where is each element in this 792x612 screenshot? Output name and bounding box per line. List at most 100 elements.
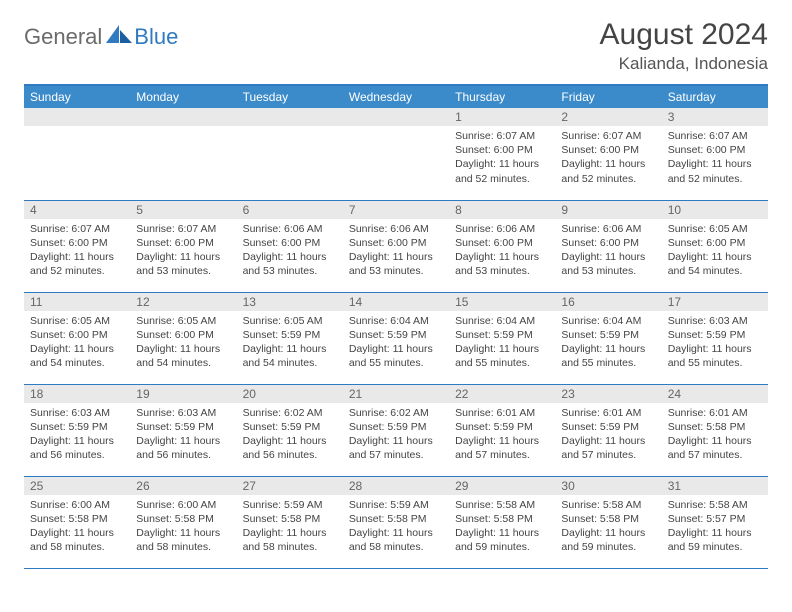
day-number: 31: [662, 477, 768, 495]
day-details: Sunrise: 6:04 AMSunset: 5:59 PMDaylight:…: [343, 311, 449, 375]
day-details: Sunrise: 6:01 AMSunset: 5:58 PMDaylight:…: [662, 403, 768, 467]
calendar-table: SundayMondayTuesdayWednesdayThursdayFrid…: [24, 84, 768, 569]
day-details: Sunrise: 6:02 AMSunset: 5:59 PMDaylight:…: [237, 403, 343, 467]
day-details: Sunrise: 6:05 AMSunset: 6:00 PMDaylight:…: [662, 219, 768, 283]
weekday-header: Wednesday: [343, 85, 449, 108]
calendar-row: 18Sunrise: 6:03 AMSunset: 5:59 PMDayligh…: [24, 384, 768, 476]
day-number: 27: [237, 477, 343, 495]
calendar-cell: 25Sunrise: 6:00 AMSunset: 5:58 PMDayligh…: [24, 476, 130, 568]
day-details: Sunrise: 6:01 AMSunset: 5:59 PMDaylight:…: [555, 403, 661, 467]
day-details: Sunrise: 6:06 AMSunset: 6:00 PMDaylight:…: [343, 219, 449, 283]
day-details: Sunrise: 6:07 AMSunset: 6:00 PMDaylight:…: [449, 126, 555, 190]
day-number: 6: [237, 201, 343, 219]
day-details: Sunrise: 5:59 AMSunset: 5:58 PMDaylight:…: [343, 495, 449, 559]
day-details: Sunrise: 6:02 AMSunset: 5:59 PMDaylight:…: [343, 403, 449, 467]
page-title: August 2024: [600, 18, 768, 52]
day-number: 12: [130, 293, 236, 311]
calendar-cell: 8Sunrise: 6:06 AMSunset: 6:00 PMDaylight…: [449, 200, 555, 292]
calendar-cell: [24, 108, 130, 200]
day-details: Sunrise: 6:05 AMSunset: 6:00 PMDaylight:…: [130, 311, 236, 375]
weekday-header: Friday: [555, 85, 661, 108]
day-details: Sunrise: 6:06 AMSunset: 6:00 PMDaylight:…: [237, 219, 343, 283]
day-details: Sunrise: 6:00 AMSunset: 5:58 PMDaylight:…: [24, 495, 130, 559]
day-number: 28: [343, 477, 449, 495]
calendar-cell: 13Sunrise: 6:05 AMSunset: 5:59 PMDayligh…: [237, 292, 343, 384]
calendar-row: 11Sunrise: 6:05 AMSunset: 6:00 PMDayligh…: [24, 292, 768, 384]
location-label: Kalianda, Indonesia: [600, 54, 768, 74]
calendar-cell: 20Sunrise: 6:02 AMSunset: 5:59 PMDayligh…: [237, 384, 343, 476]
day-number: 7: [343, 201, 449, 219]
calendar-cell: [130, 108, 236, 200]
calendar-cell: 23Sunrise: 6:01 AMSunset: 5:59 PMDayligh…: [555, 384, 661, 476]
day-number: 4: [24, 201, 130, 219]
calendar-cell: 27Sunrise: 5:59 AMSunset: 5:58 PMDayligh…: [237, 476, 343, 568]
weekday-header-row: SundayMondayTuesdayWednesdayThursdayFrid…: [24, 85, 768, 108]
calendar-cell: 29Sunrise: 5:58 AMSunset: 5:58 PMDayligh…: [449, 476, 555, 568]
day-number: 29: [449, 477, 555, 495]
calendar-cell: 31Sunrise: 5:58 AMSunset: 5:57 PMDayligh…: [662, 476, 768, 568]
day-details: Sunrise: 6:05 AMSunset: 6:00 PMDaylight:…: [24, 311, 130, 375]
calendar-cell: 1Sunrise: 6:07 AMSunset: 6:00 PMDaylight…: [449, 108, 555, 200]
weekday-header: Thursday: [449, 85, 555, 108]
day-number: 5: [130, 201, 236, 219]
day-details: Sunrise: 5:59 AMSunset: 5:58 PMDaylight:…: [237, 495, 343, 559]
calendar-cell: 5Sunrise: 6:07 AMSunset: 6:00 PMDaylight…: [130, 200, 236, 292]
day-number: 11: [24, 293, 130, 311]
weekday-header: Tuesday: [237, 85, 343, 108]
calendar-cell: 18Sunrise: 6:03 AMSunset: 5:59 PMDayligh…: [24, 384, 130, 476]
day-number: 24: [662, 385, 768, 403]
calendar-cell: 19Sunrise: 6:03 AMSunset: 5:59 PMDayligh…: [130, 384, 236, 476]
day-details: Sunrise: 6:07 AMSunset: 6:00 PMDaylight:…: [662, 126, 768, 190]
title-block: August 2024 Kalianda, Indonesia: [600, 18, 768, 74]
day-number: 30: [555, 477, 661, 495]
calendar-cell: 30Sunrise: 5:58 AMSunset: 5:58 PMDayligh…: [555, 476, 661, 568]
day-details: Sunrise: 6:03 AMSunset: 5:59 PMDaylight:…: [662, 311, 768, 375]
logo-text-general: General: [24, 24, 102, 50]
day-details: Sunrise: 5:58 AMSunset: 5:57 PMDaylight:…: [662, 495, 768, 559]
calendar-row: 1Sunrise: 6:07 AMSunset: 6:00 PMDaylight…: [24, 108, 768, 200]
logo: General Blue: [24, 24, 178, 50]
day-number: 14: [343, 293, 449, 311]
day-number: 8: [449, 201, 555, 219]
day-details: Sunrise: 6:07 AMSunset: 6:00 PMDaylight:…: [130, 219, 236, 283]
day-number: 22: [449, 385, 555, 403]
calendar-cell: [237, 108, 343, 200]
calendar-cell: 28Sunrise: 5:59 AMSunset: 5:58 PMDayligh…: [343, 476, 449, 568]
day-number-empty: [130, 108, 236, 126]
calendar-cell: 3Sunrise: 6:07 AMSunset: 6:00 PMDaylight…: [662, 108, 768, 200]
calendar-cell: 15Sunrise: 6:04 AMSunset: 5:59 PMDayligh…: [449, 292, 555, 384]
calendar-cell: [343, 108, 449, 200]
weekday-header: Saturday: [662, 85, 768, 108]
day-number: 20: [237, 385, 343, 403]
calendar-cell: 9Sunrise: 6:06 AMSunset: 6:00 PMDaylight…: [555, 200, 661, 292]
day-number: 16: [555, 293, 661, 311]
day-number: 23: [555, 385, 661, 403]
day-details: Sunrise: 6:07 AMSunset: 6:00 PMDaylight:…: [555, 126, 661, 190]
day-details: Sunrise: 6:06 AMSunset: 6:00 PMDaylight:…: [449, 219, 555, 283]
calendar-cell: 6Sunrise: 6:06 AMSunset: 6:00 PMDaylight…: [237, 200, 343, 292]
calendar-cell: 24Sunrise: 6:01 AMSunset: 5:58 PMDayligh…: [662, 384, 768, 476]
day-number: 9: [555, 201, 661, 219]
calendar-cell: 11Sunrise: 6:05 AMSunset: 6:00 PMDayligh…: [24, 292, 130, 384]
calendar-cell: 14Sunrise: 6:04 AMSunset: 5:59 PMDayligh…: [343, 292, 449, 384]
day-details: Sunrise: 5:58 AMSunset: 5:58 PMDaylight:…: [555, 495, 661, 559]
day-number-empty: [24, 108, 130, 126]
day-number: 2: [555, 108, 661, 126]
header: General Blue August 2024 Kalianda, Indon…: [24, 18, 768, 74]
day-number: 1: [449, 108, 555, 126]
day-details: Sunrise: 6:04 AMSunset: 5:59 PMDaylight:…: [449, 311, 555, 375]
day-details: Sunrise: 6:06 AMSunset: 6:00 PMDaylight:…: [555, 219, 661, 283]
day-details: Sunrise: 6:04 AMSunset: 5:59 PMDaylight:…: [555, 311, 661, 375]
day-number: 19: [130, 385, 236, 403]
day-number-empty: [343, 108, 449, 126]
calendar-cell: 4Sunrise: 6:07 AMSunset: 6:00 PMDaylight…: [24, 200, 130, 292]
day-details: Sunrise: 6:01 AMSunset: 5:59 PMDaylight:…: [449, 403, 555, 467]
weekday-header: Monday: [130, 85, 236, 108]
calendar-cell: 16Sunrise: 6:04 AMSunset: 5:59 PMDayligh…: [555, 292, 661, 384]
day-details: Sunrise: 6:00 AMSunset: 5:58 PMDaylight:…: [130, 495, 236, 559]
day-number: 13: [237, 293, 343, 311]
day-details: Sunrise: 6:05 AMSunset: 5:59 PMDaylight:…: [237, 311, 343, 375]
calendar-cell: 22Sunrise: 6:01 AMSunset: 5:59 PMDayligh…: [449, 384, 555, 476]
day-number: 26: [130, 477, 236, 495]
day-number: 3: [662, 108, 768, 126]
